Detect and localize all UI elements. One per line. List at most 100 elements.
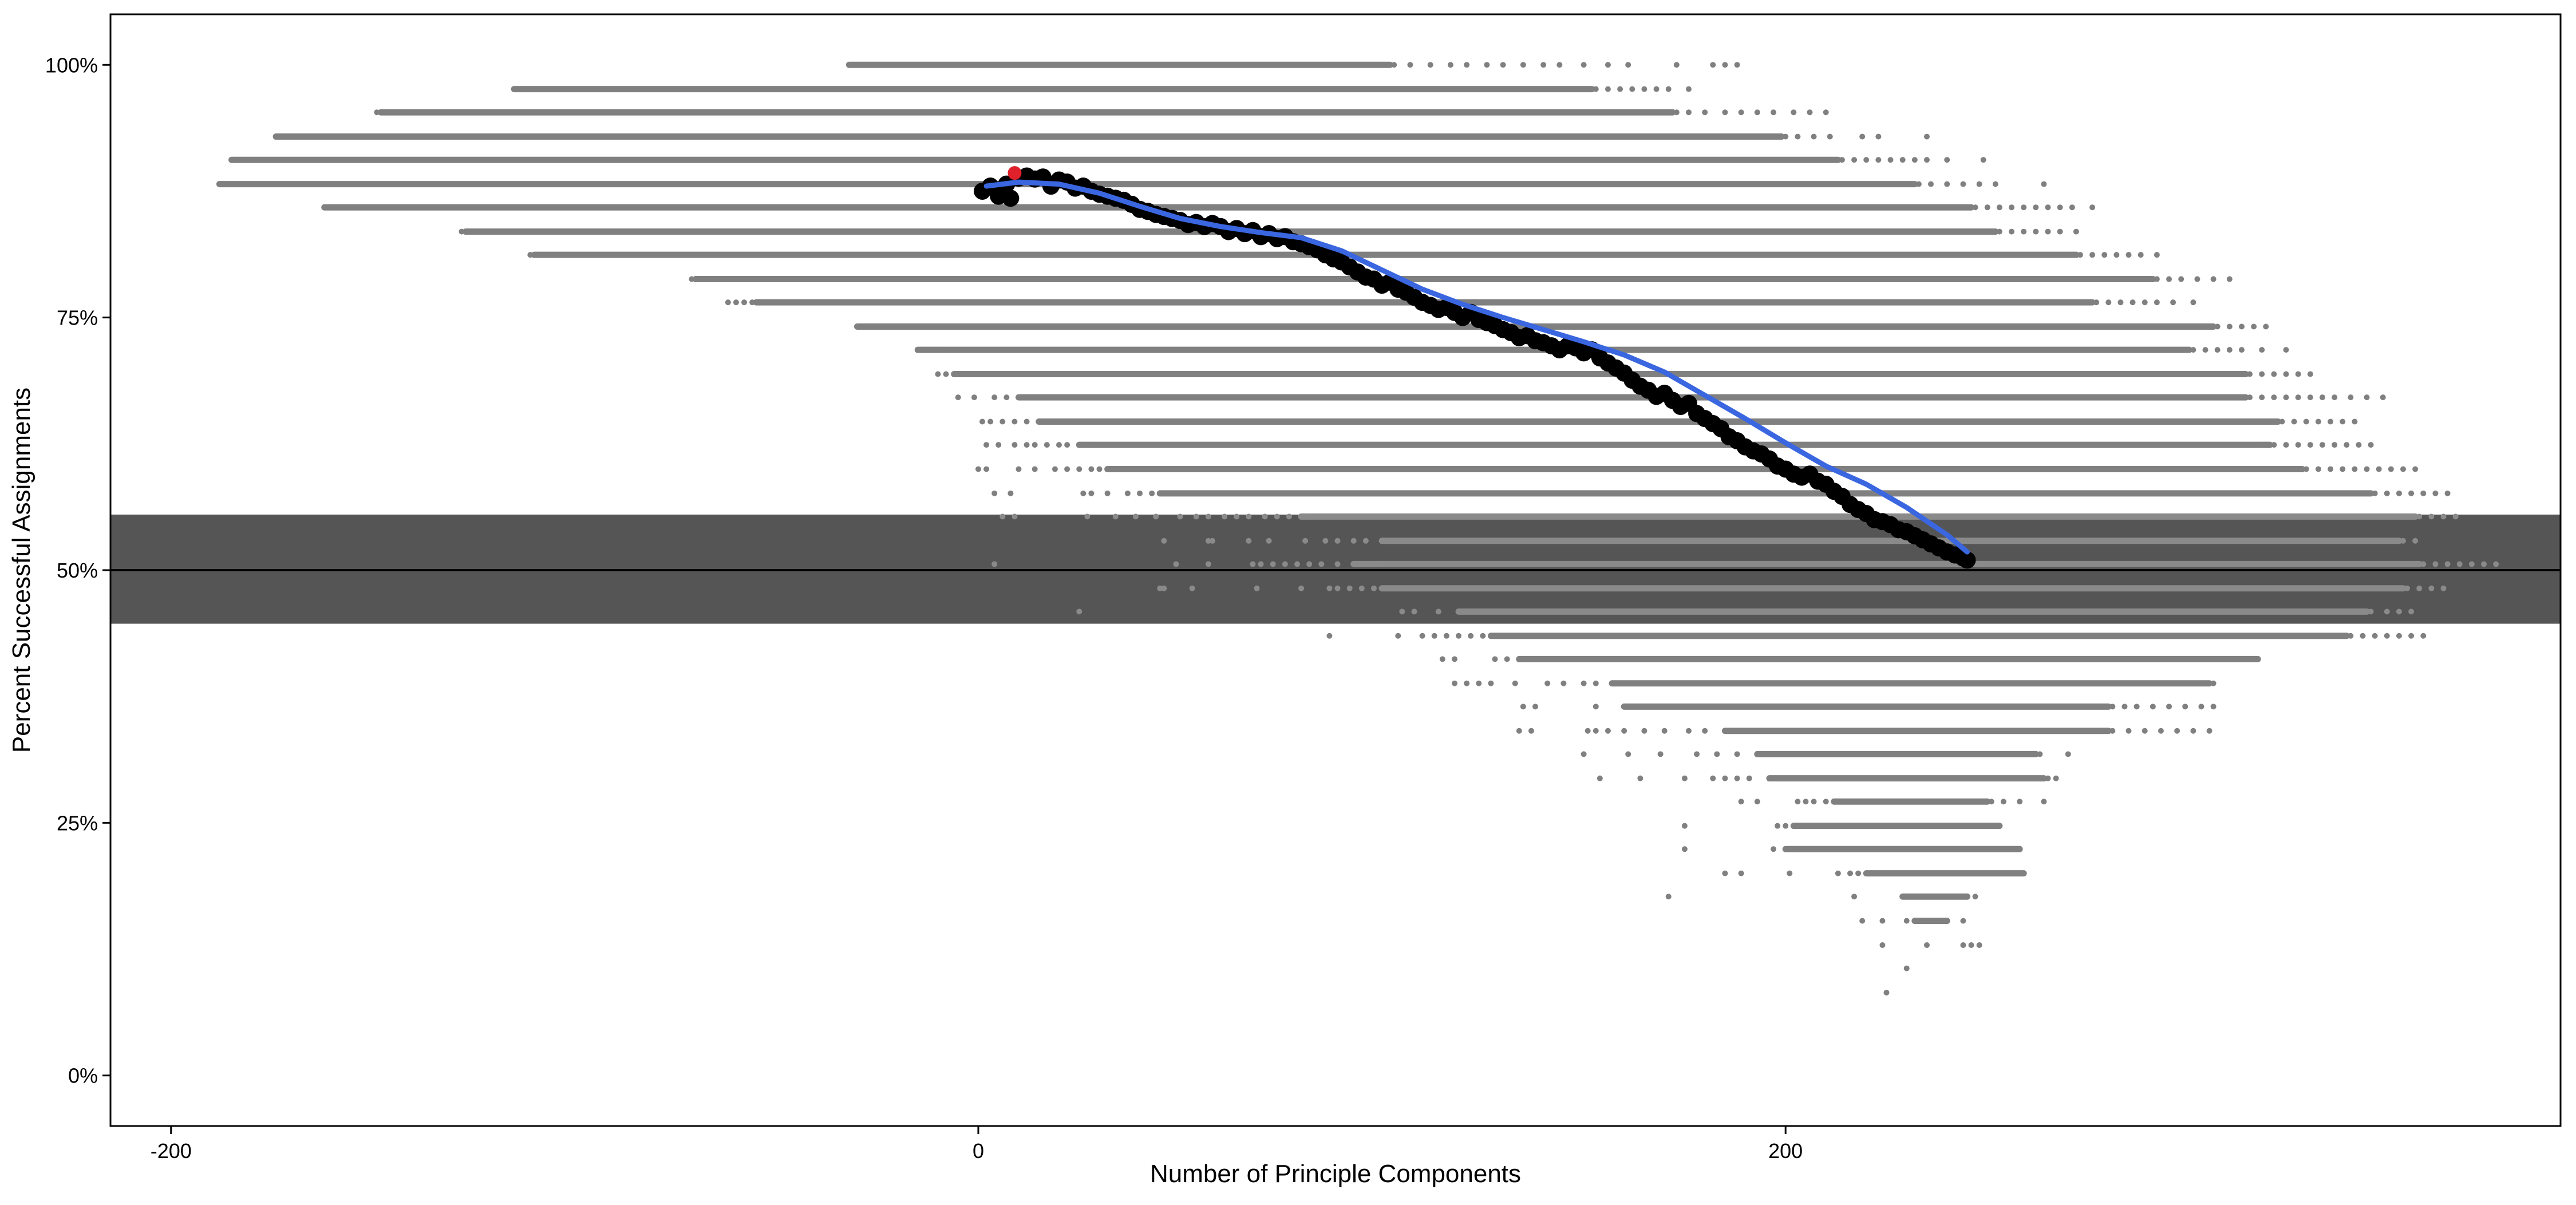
row-point — [947, 347, 953, 353]
row-point — [1988, 799, 1994, 805]
row-point — [1911, 157, 1918, 163]
row-point — [531, 228, 538, 235]
row-point — [2332, 394, 2338, 401]
row-point — [1980, 157, 1986, 163]
row-point — [491, 228, 497, 235]
row-point — [1084, 513, 1091, 520]
row-point — [2247, 394, 2253, 401]
row-point — [2384, 490, 2390, 496]
row-point — [713, 276, 719, 282]
row-point — [1452, 680, 1458, 686]
row-point — [2416, 585, 2423, 591]
row-point — [2307, 442, 2313, 448]
row-point — [1149, 490, 1155, 496]
row-point — [1629, 86, 1635, 92]
row-point — [1419, 633, 1425, 639]
row-point — [2021, 204, 2027, 211]
row-point — [2166, 276, 2172, 282]
row-point — [1581, 680, 1587, 686]
row-point — [1581, 62, 1587, 68]
row-point — [2251, 323, 2257, 330]
row-point — [2069, 204, 2075, 211]
row-point — [1775, 823, 1781, 829]
row-point — [2340, 466, 2346, 472]
row-point — [1803, 799, 1809, 805]
row-point — [1024, 442, 1030, 448]
row-point — [2053, 775, 2059, 781]
row-point — [600, 252, 606, 258]
row-point — [2295, 394, 2301, 401]
row-point — [2452, 513, 2459, 520]
row-point — [2041, 799, 2047, 805]
row-point — [1205, 538, 1211, 544]
row-point — [2259, 347, 2265, 353]
row-point — [2432, 490, 2439, 496]
row-point — [813, 299, 820, 306]
row-point — [2344, 442, 2350, 448]
row-point — [1657, 751, 1664, 757]
row-point — [2416, 513, 2423, 520]
row-point — [1681, 823, 1688, 829]
row-point — [943, 371, 949, 377]
x-tick-label: 0 — [973, 1139, 984, 1163]
y-tick-label: 50% — [57, 559, 98, 582]
row-point — [1193, 513, 1199, 520]
row-point — [1468, 633, 1474, 639]
row-point — [797, 299, 804, 306]
row-point — [1883, 989, 1890, 995]
row-point — [1787, 870, 1793, 876]
row-point — [616, 86, 622, 92]
row-point — [1173, 561, 1179, 567]
row-point — [1771, 846, 1777, 852]
row-point — [1851, 846, 1858, 852]
row-point — [1605, 62, 1611, 68]
row-point — [1362, 538, 1369, 544]
row-point — [1399, 609, 1405, 615]
row-point — [467, 228, 473, 235]
row-point — [1112, 513, 1119, 520]
row-point — [2307, 371, 2313, 377]
row-point — [1815, 846, 1821, 852]
row-point — [975, 466, 981, 472]
row-point — [543, 86, 550, 92]
row-point — [2368, 609, 2374, 615]
row-point — [2408, 490, 2415, 496]
row-point — [2319, 394, 2325, 401]
row-point — [575, 86, 582, 92]
row-point — [1452, 656, 1458, 662]
row-point — [2468, 561, 2475, 567]
row-point — [983, 466, 990, 472]
row-point — [2412, 466, 2419, 472]
row-point — [1540, 62, 1547, 68]
row-point — [240, 181, 247, 187]
row-point — [1932, 894, 1938, 900]
row-point — [2440, 513, 2447, 520]
row-point — [1153, 513, 1159, 520]
row-point — [1318, 561, 1325, 567]
row-point — [2129, 299, 2136, 306]
row-point — [2283, 394, 2289, 401]
row-point — [1411, 609, 1417, 615]
row-point — [1234, 513, 1240, 520]
row-point — [1665, 86, 1672, 92]
row-point — [1585, 728, 1591, 734]
row-point — [1811, 133, 1817, 140]
row-point — [2109, 704, 2116, 710]
row-point — [2319, 442, 2325, 448]
row-point — [1064, 466, 1070, 472]
row-point — [2009, 204, 2015, 211]
row-point — [1246, 513, 1252, 520]
background-rows-layer — [216, 61, 2499, 995]
row-point — [1972, 894, 1978, 900]
row-point — [733, 299, 739, 306]
row-point — [1653, 86, 1660, 92]
y-tick-label: 75% — [57, 306, 98, 330]
row-point — [935, 371, 941, 377]
row-point — [382, 109, 388, 116]
row-point — [939, 347, 945, 353]
row-point — [1012, 442, 1018, 448]
row-point — [2295, 442, 2301, 448]
row-point — [1738, 109, 1744, 116]
highlight-point — [1008, 166, 1022, 180]
row-point — [1488, 680, 1494, 686]
